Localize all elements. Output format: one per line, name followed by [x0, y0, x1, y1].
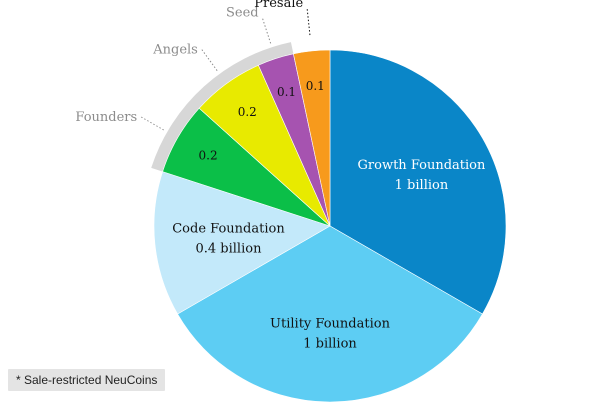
slice-value-seed: 0.1 [277, 85, 296, 99]
slice-utility-foundation [177, 225, 483, 403]
slice-growth-foundation [329, 49, 507, 315]
slice-value-utility-foundation: 1 billion [303, 337, 357, 352]
callout-line-seed [262, 18, 272, 44]
slice-value-growth-foundation: 1 billion [395, 178, 449, 193]
pie-slices [153, 49, 507, 403]
slice-label-code-foundation: Code Foundation [172, 222, 285, 237]
slice-value-presale: 0.1 [306, 79, 325, 93]
slice-code-foundation [153, 171, 331, 315]
callout-label-founders: Founders [75, 110, 137, 125]
slice-value-angels: 0.2 [238, 105, 257, 119]
callout-label-angels: Angels [152, 43, 198, 58]
callout-line-presale [306, 9, 311, 36]
slice-label-utility-foundation: Utility Foundation [270, 317, 391, 332]
slice-presale [293, 49, 331, 227]
callout-line-founders [140, 116, 164, 131]
callout-label-presale: Presale [254, 0, 303, 11]
slice-value-code-foundation: 0.4 billion [195, 242, 262, 257]
pie-labels: Growth Foundation 1 billion Utility Founda… [172, 79, 486, 352]
slice-label-growth-foundation: Growth Foundation [358, 158, 486, 173]
callout-label-seed: Seed [226, 6, 259, 21]
footnote-sale-restricted: * Sale-restricted NeuCoins [8, 369, 166, 391]
callout-line-angels [201, 49, 218, 71]
slice-value-founders: 0.2 [199, 149, 218, 163]
